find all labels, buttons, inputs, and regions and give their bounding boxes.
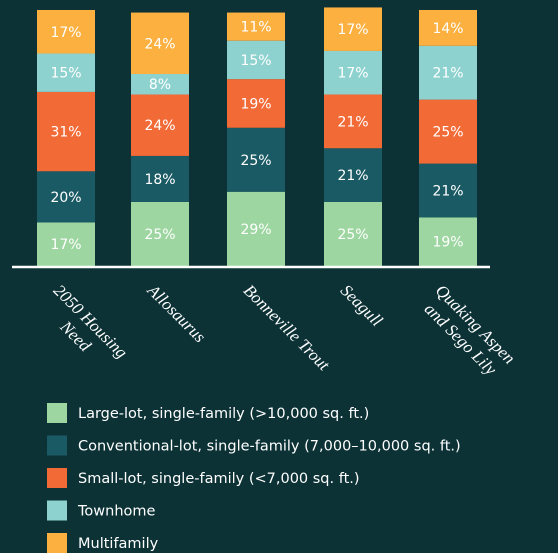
bar-segment [131, 12, 189, 74]
bar-segment [131, 155, 189, 202]
bar-segment [227, 191, 285, 266]
bar-segment [37, 10, 95, 54]
data-label: 31% [50, 125, 81, 141]
bar-segment [227, 79, 285, 128]
legend-swatch [47, 533, 67, 553]
data-label: 19% [432, 235, 463, 251]
data-label: 17% [337, 66, 368, 82]
data-label: 11% [240, 20, 271, 36]
data-label: 15% [50, 66, 81, 82]
data-label: 25% [432, 125, 463, 141]
data-label: 15% [240, 53, 271, 69]
bar-segment [227, 12, 285, 41]
bar-segment [131, 94, 189, 156]
bar-segment [131, 202, 189, 266]
data-label: 8% [149, 77, 171, 93]
legend-swatch [47, 403, 67, 423]
bar-segment [419, 99, 477, 164]
legend-label: Small-lot, single-family (<7,000 sq. ft.… [78, 471, 360, 487]
bar-segment [324, 7, 382, 51]
bar-segment [37, 53, 95, 92]
bar-segment [131, 74, 189, 95]
bar-segment [324, 202, 382, 266]
data-label: 17% [50, 237, 81, 253]
data-label: 17% [337, 22, 368, 38]
bar-segment [419, 10, 477, 46]
data-label: 25% [337, 227, 368, 243]
legend-label: Townhome [77, 504, 155, 520]
data-label: 14% [432, 21, 463, 37]
data-label: 21% [337, 114, 368, 130]
bar-segment [324, 148, 382, 202]
legend-swatch [47, 468, 67, 488]
data-label: 21% [432, 183, 463, 199]
legend-label: Large-lot, single-family (>10,000 sq. ft… [78, 406, 369, 422]
data-label: 24% [144, 118, 175, 134]
bar-segment [227, 40, 285, 80]
data-label: 17% [50, 25, 81, 41]
bar-segment [324, 94, 382, 149]
data-label: 24% [144, 36, 175, 52]
bar-segment [37, 222, 95, 266]
data-label: 25% [240, 153, 271, 169]
data-label: 20% [50, 190, 81, 206]
data-label: 25% [144, 227, 175, 243]
legend-swatch [47, 500, 67, 521]
bar-segment [324, 50, 382, 95]
data-label: 18% [144, 172, 175, 188]
data-label: 21% [337, 168, 368, 184]
bar-segment [227, 127, 285, 192]
bar-segment [419, 217, 477, 266]
bar-segment [419, 45, 477, 100]
data-label: 21% [432, 66, 463, 82]
bar-segment [419, 163, 477, 218]
bar-segment [37, 91, 95, 172]
data-label: 19% [240, 96, 271, 112]
data-label: 29% [240, 222, 271, 238]
legend-swatch [47, 435, 67, 456]
legend-label: Conventional-lot, single-family (7,000–1… [78, 439, 461, 455]
legend-label: Multifamily [78, 536, 159, 552]
bar-segment [37, 171, 95, 223]
